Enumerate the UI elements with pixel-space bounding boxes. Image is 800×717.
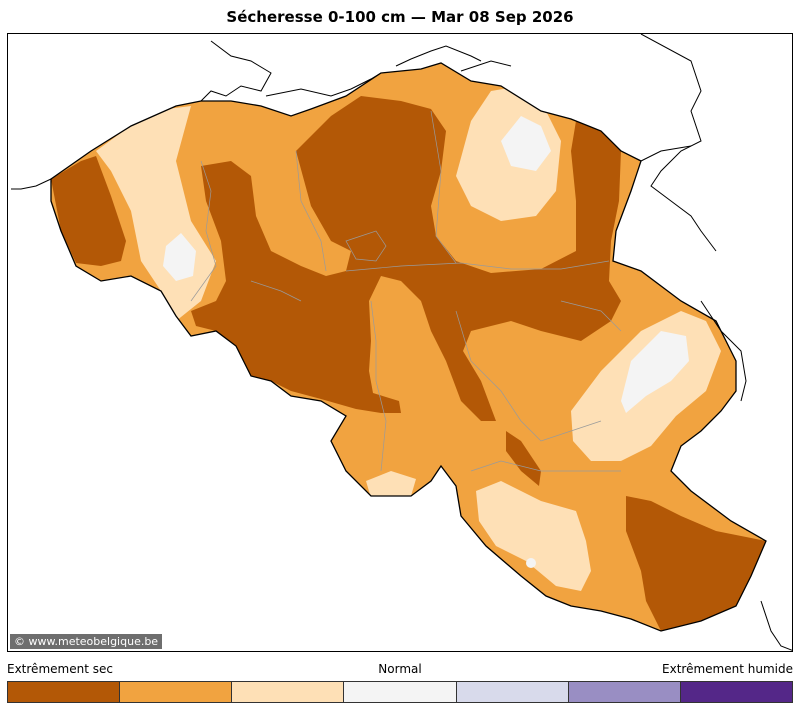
legend-label-wet: Extrêmement humide [662, 662, 793, 676]
legend-swatch [680, 682, 792, 702]
drought-map [7, 33, 793, 652]
legend-swatch [568, 682, 681, 702]
legend-label-normal: Normal [378, 662, 422, 676]
map-title: Sécheresse 0-100 cm — Mar 08 Sep 2026 [226, 8, 574, 26]
legend-label-dry: Extrêmement sec [7, 662, 113, 676]
legend-swatch [344, 682, 457, 702]
legend-swatch [456, 682, 569, 702]
legend-swatch [8, 682, 121, 702]
legend-swatch [120, 682, 233, 702]
copyright-credit: © www.meteobelgique.be [10, 634, 163, 649]
legend-swatch [232, 682, 345, 702]
legend-labels: Extrêmement sec Normal Extrêmement humid… [7, 662, 793, 678]
legend-colorbar [7, 681, 793, 703]
